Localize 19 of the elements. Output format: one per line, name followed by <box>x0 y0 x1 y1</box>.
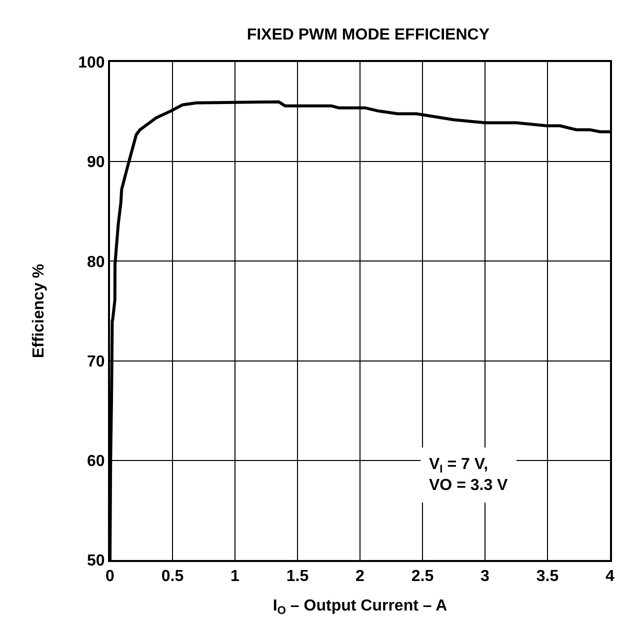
x-tick-label: 2.5 <box>411 568 434 586</box>
y-tick-label: 80 <box>87 254 105 271</box>
x-tick-label: 1 <box>230 568 240 586</box>
annotation: V$_{I}$ = 7 V, VO = 3.3 V <box>429 456 508 494</box>
y-axis-title: Efficiency % <box>30 264 48 358</box>
y-tick-label: 50 <box>87 552 105 570</box>
y-tick-label: 70 <box>87 353 105 370</box>
x-tick-label: 0 <box>106 568 115 586</box>
x-tick-label: 2 <box>356 568 365 586</box>
x-axis-title: I$_{O}$ – Output Current – A <box>272 597 448 617</box>
chart-title: FIXED PWM MODE EFFICIENCY <box>246 26 490 44</box>
y-tick-label: 100 <box>78 54 105 72</box>
y-tick-label: 90 <box>87 154 105 172</box>
x-tick-label: 0.5 <box>161 568 184 586</box>
y-tick-label: 60 <box>87 453 105 470</box>
x-tick-label: 3 <box>480 568 490 586</box>
x-tick-label: 3.5 <box>536 568 559 586</box>
x-tick-label: 4 <box>606 568 615 586</box>
x-tick-label: 1.5 <box>286 568 309 586</box>
